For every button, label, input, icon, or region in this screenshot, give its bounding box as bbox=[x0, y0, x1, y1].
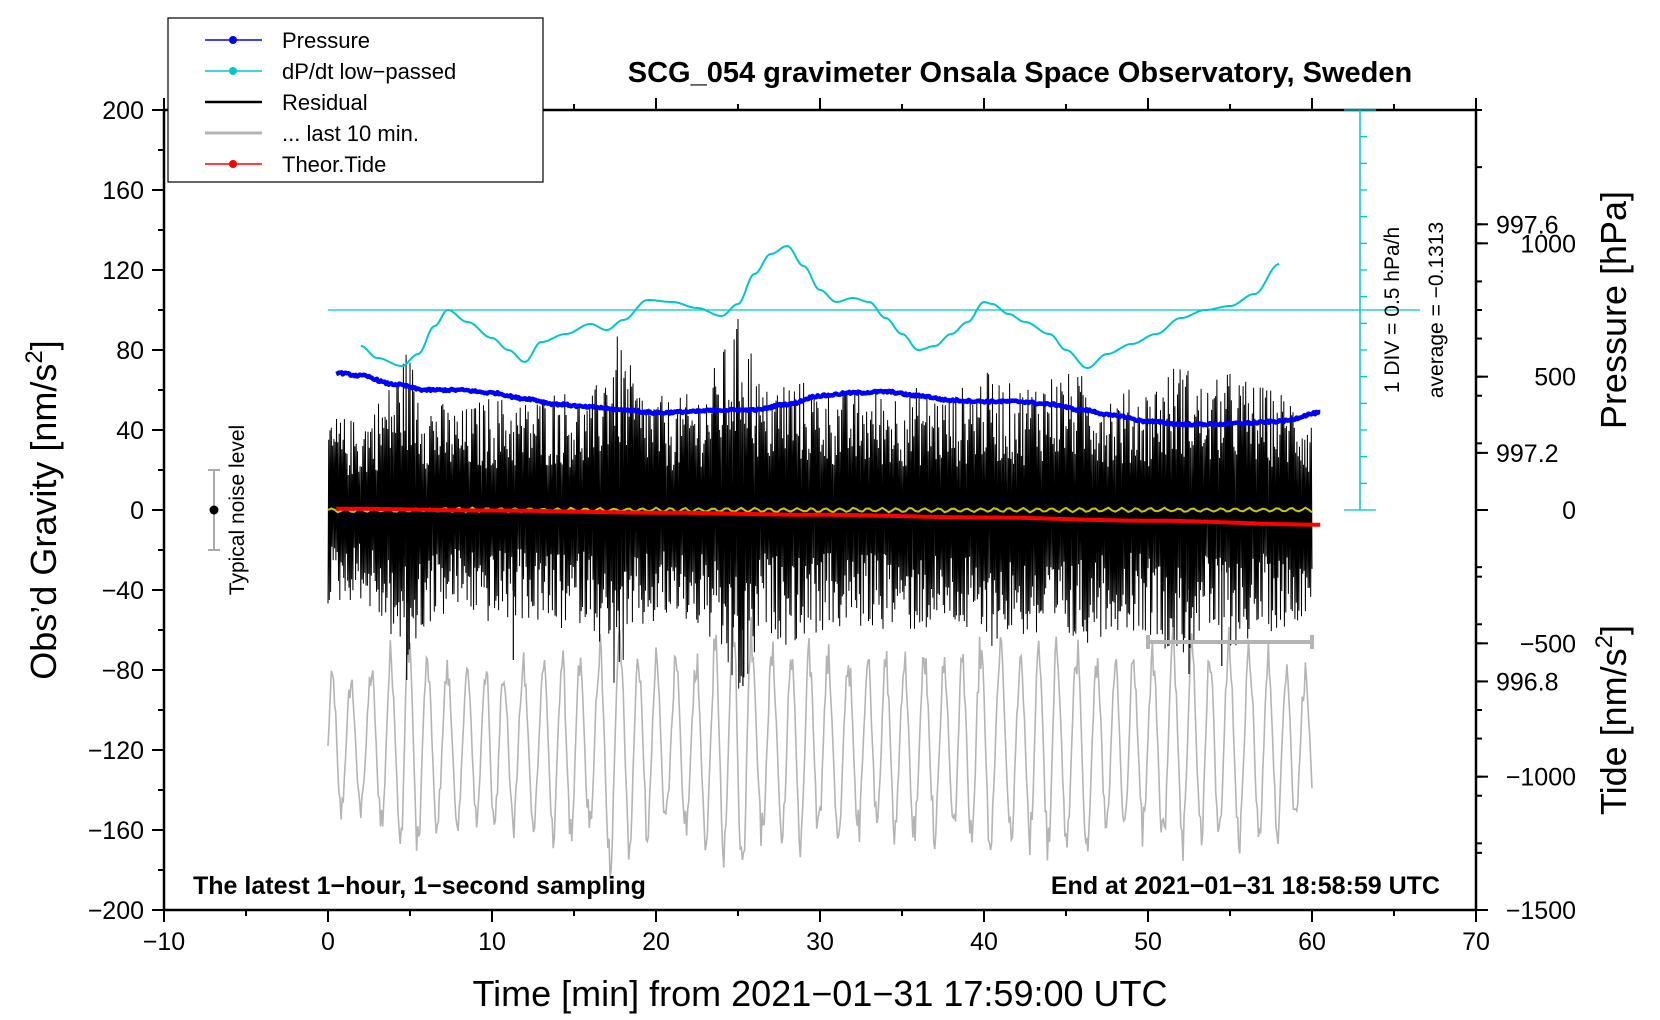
tide-axis-label-close: ] bbox=[1593, 625, 1634, 635]
noise-bar-dot bbox=[209, 505, 219, 515]
y-tick-label-7: 80 bbox=[116, 337, 144, 365]
series-theor-tide bbox=[335, 506, 1321, 527]
legend-label-2: Residual bbox=[282, 90, 368, 115]
tide-tick-label-4: 500 bbox=[1534, 364, 1576, 392]
tide-axis-label-text: Tide [nm/s bbox=[1593, 648, 1634, 815]
y-tick-label-0: −200 bbox=[88, 897, 144, 925]
legend-box bbox=[167, 17, 544, 183]
dpdt-scale-label: 1 DIV = 0.5 hPa/h bbox=[1381, 227, 1404, 393]
y-tick-label-9: 160 bbox=[102, 177, 144, 205]
chart-title: SCG_054 gravimeter Onsala Space Observat… bbox=[628, 57, 1412, 89]
y-axis-label-left-close: ] bbox=[23, 340, 64, 350]
y-axis-label-left-sup: 2 bbox=[21, 350, 48, 363]
y-tick-label-5: 0 bbox=[130, 497, 144, 525]
x-tick-label-5: 40 bbox=[970, 928, 998, 956]
y-tick-label-10: 200 bbox=[102, 97, 144, 125]
last-10-min-bracket bbox=[1146, 635, 1314, 649]
y-tick-label-1: −160 bbox=[88, 817, 144, 845]
legend-marker-0 bbox=[229, 36, 237, 44]
legend-label-3: ... last 10 min. bbox=[282, 121, 419, 146]
legend-label-0: Pressure bbox=[282, 28, 370, 53]
noise-level-label: Typical noise level bbox=[226, 425, 249, 595]
legend-label-4: Theor.Tide bbox=[282, 152, 386, 177]
dpdt-average-label: average = −0.1313 bbox=[1425, 222, 1448, 398]
y-tick-label-6: 40 bbox=[116, 417, 144, 445]
y-axis-label-left: Obs’d Gravity [nm/s2] bbox=[21, 340, 64, 679]
y-tick-label-8: 120 bbox=[102, 257, 144, 285]
y-tick-label-4: −40 bbox=[102, 577, 144, 605]
residual-line bbox=[327, 318, 1313, 689]
tide-axis-label-sup: 2 bbox=[1591, 635, 1618, 648]
other-series-group bbox=[328, 245, 1420, 527]
dpdt-scale-bar bbox=[1344, 109, 1376, 511]
last-10-min-line bbox=[327, 609, 1313, 879]
tide-tick-label-5: 1000 bbox=[1520, 230, 1576, 258]
x-tick-label-8: 70 bbox=[1462, 928, 1490, 956]
x-tick-label-2: 10 bbox=[478, 928, 506, 956]
y-tick-label-3: −80 bbox=[102, 657, 144, 685]
tide-tick-label-3: 0 bbox=[1562, 497, 1576, 525]
annotation-end-time: End at 2021−01−31 18:58:59 UTC bbox=[1051, 872, 1440, 900]
y-axis-label-left-text: Obs’d Gravity [nm/s bbox=[23, 364, 64, 680]
noise-level-bar bbox=[208, 469, 220, 551]
series-pressure bbox=[335, 370, 1322, 428]
x-tick-label-1: 0 bbox=[321, 928, 335, 956]
x-tick-label-7: 60 bbox=[1298, 928, 1326, 956]
x-tick-label-4: 30 bbox=[806, 928, 834, 956]
legend: Pressure dP/dt low−passed Residual ... last… bbox=[167, 17, 544, 183]
tide-tick-label-2: −500 bbox=[1520, 630, 1576, 658]
y-tick-label-2: −120 bbox=[88, 737, 144, 765]
pressure-axis-label: Pressure [hPa] bbox=[1593, 191, 1634, 429]
x-tick-label-6: 50 bbox=[1134, 928, 1162, 956]
x-tick-label-3: 20 bbox=[642, 928, 670, 956]
x-tick-label-0: −10 bbox=[143, 928, 185, 956]
tide-tick-label-1: −1000 bbox=[1506, 764, 1576, 792]
series-dp-dt-low-passed bbox=[360, 245, 1280, 369]
legend-items: Pressure dP/dt low−passed Residual ... last… bbox=[205, 28, 456, 177]
tide-tick-label-0: −1500 bbox=[1506, 897, 1576, 925]
legend-marker-1 bbox=[229, 67, 237, 75]
annotation-sampling: The latest 1−hour, 1−second sampling bbox=[193, 872, 646, 900]
legend-marker-4 bbox=[229, 160, 237, 168]
pressure-tick-label-1: 997.2 bbox=[1496, 440, 1559, 468]
x-axis-label: Time [min] from 2021−01−31 17:59:00 UTC bbox=[472, 973, 1167, 1014]
pressure-tick-label-0: 996.8 bbox=[1496, 668, 1559, 696]
axes-group: −10 0 10 20 30 40 50 60 70 −200 −160 −120 −80 −40 0 40 8… bbox=[88, 97, 1576, 956]
tide-axis-label: Tide [nm/s2] bbox=[1591, 625, 1634, 815]
pressure-tick-label-2: 997.6 bbox=[1496, 211, 1559, 239]
legend-label-1: dP/dt low−passed bbox=[282, 59, 456, 84]
